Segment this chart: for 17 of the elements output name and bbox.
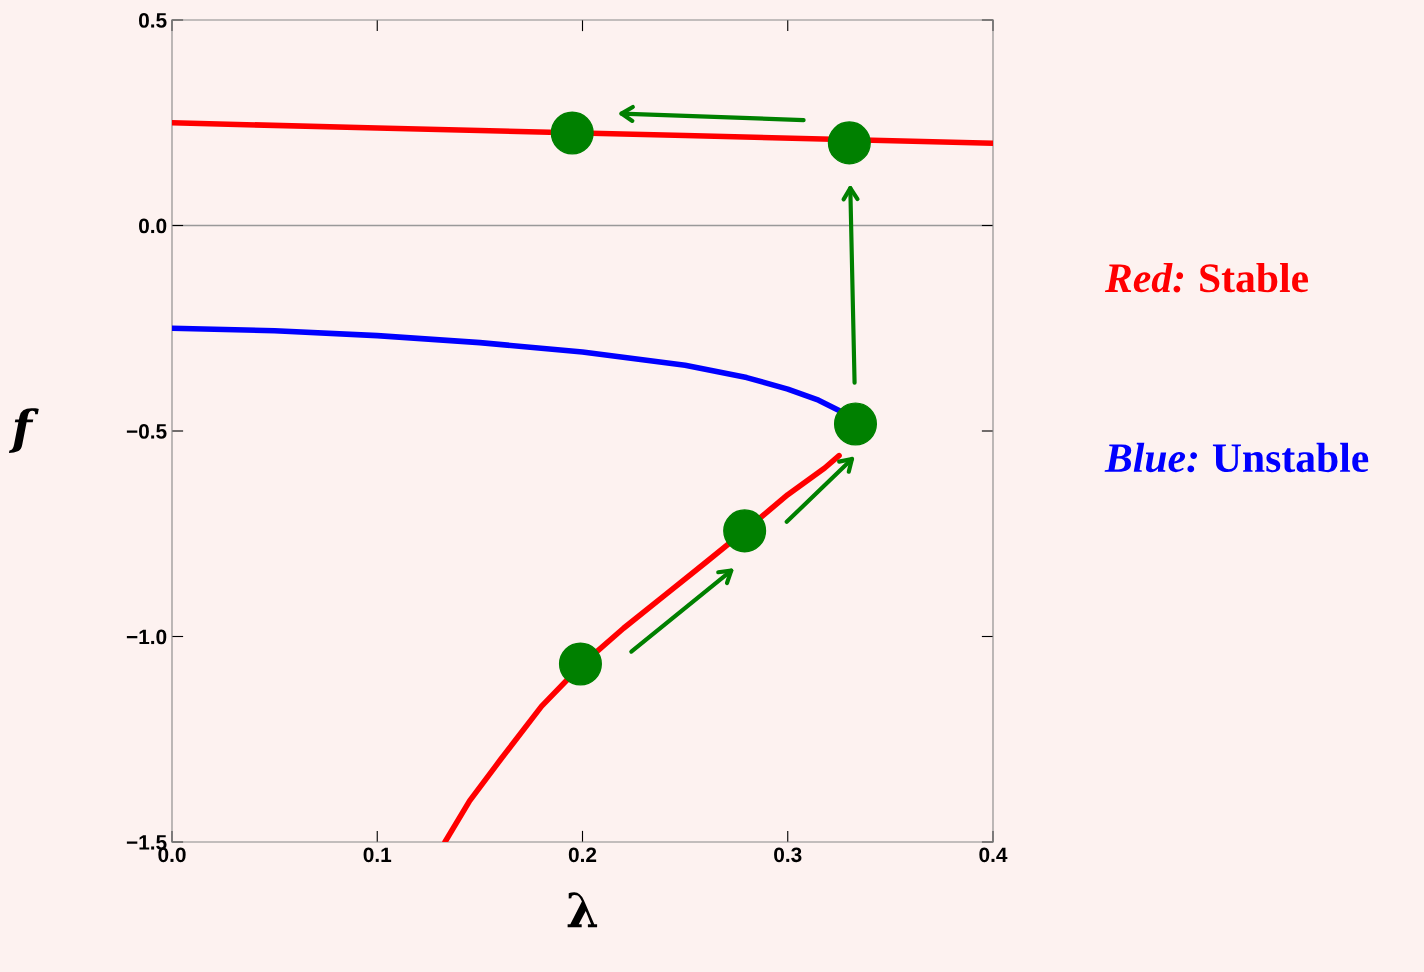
text: Blue: Unstable — [1104, 442, 1369, 473]
point — [723, 509, 767, 553]
y-axis-title: f — [8, 408, 39, 453]
point — [827, 121, 871, 165]
point — [550, 111, 594, 155]
x-tick-label: 0.2 — [568, 847, 597, 863]
y-tick-label: −0.5 — [126, 424, 167, 439]
x-tick-label: 0.3 — [774, 847, 802, 863]
x-tick-label: 0.4 — [979, 847, 1008, 863]
text: Red: Stable — [1104, 262, 1309, 293]
y-tick-label: 0.0 — [139, 218, 167, 234]
y-tick-label: 0.5 — [139, 13, 167, 28]
point — [558, 642, 602, 686]
x-axis-title: λ — [567, 892, 598, 928]
point — [833, 402, 878, 446]
x-tick-label: 0.1 — [363, 847, 392, 863]
y-tick-label: −1.0 — [126, 629, 167, 645]
